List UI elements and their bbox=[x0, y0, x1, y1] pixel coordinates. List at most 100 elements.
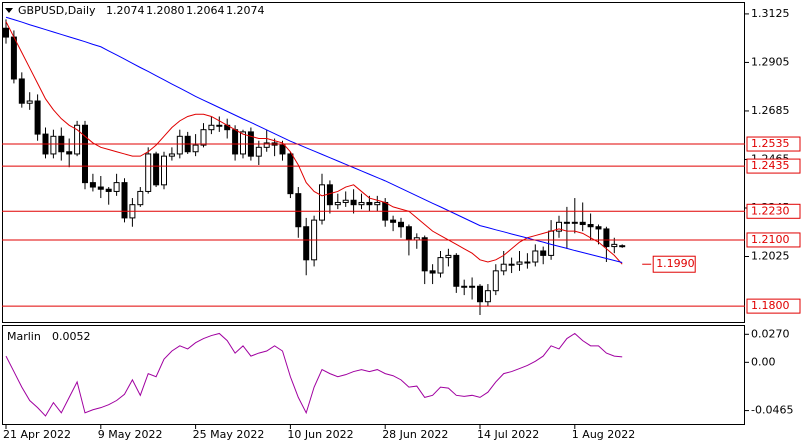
candle-body bbox=[105, 188, 112, 192]
candle-body bbox=[587, 224, 594, 228]
indicator-value: 0.0052 bbox=[52, 330, 91, 343]
x-tick-label: 28 Jun 2022 bbox=[382, 428, 448, 441]
candle-body bbox=[66, 151, 73, 155]
x-tick-label: 14 Jul 2022 bbox=[477, 428, 539, 441]
indicator-pane bbox=[2, 325, 745, 425]
ohlc-high: 1.2080 bbox=[146, 4, 185, 17]
candle-body bbox=[168, 153, 175, 157]
candle-body bbox=[508, 263, 515, 266]
candle-body bbox=[350, 199, 357, 206]
candle-body bbox=[145, 153, 152, 192]
candle-body bbox=[619, 245, 626, 248]
candle-body bbox=[516, 261, 523, 265]
level-label: 1.2230 bbox=[751, 204, 790, 217]
candle-body bbox=[18, 78, 25, 104]
candle-body bbox=[548, 230, 555, 256]
chart-title: GBPUSD,Daily bbox=[18, 4, 96, 17]
candle-body bbox=[326, 184, 333, 206]
candle-body bbox=[571, 221, 578, 224]
candle-body bbox=[255, 146, 262, 157]
candle-body bbox=[603, 228, 610, 248]
candle-body bbox=[121, 182, 128, 219]
candle-body bbox=[74, 124, 81, 155]
candle-body bbox=[26, 100, 33, 104]
candle-body bbox=[500, 263, 507, 272]
candle-body bbox=[192, 144, 199, 153]
y-tick-label: 1.3125 bbox=[751, 7, 790, 20]
candle-body bbox=[429, 270, 436, 274]
candle-body bbox=[89, 182, 96, 188]
moving-average bbox=[5, 16, 623, 263]
candle-body bbox=[366, 201, 373, 206]
candle-body bbox=[405, 226, 412, 241]
candle-body bbox=[153, 153, 160, 186]
candle-body bbox=[421, 237, 428, 272]
candle-body bbox=[556, 221, 562, 232]
annotation-box bbox=[652, 255, 696, 273]
candle-body bbox=[303, 226, 310, 261]
level-label: 1.1800 bbox=[751, 299, 790, 312]
ohlc-close: 1.2074 bbox=[226, 4, 265, 17]
candle-body bbox=[453, 254, 460, 287]
x-tick-label: 9 May 2022 bbox=[98, 428, 163, 441]
candle-body bbox=[532, 250, 539, 263]
candle-body bbox=[477, 285, 483, 303]
level-tag bbox=[746, 136, 801, 152]
candle-body bbox=[295, 193, 302, 228]
candle-body bbox=[540, 250, 547, 256]
y-tick-label: 1.2025 bbox=[751, 250, 790, 263]
candle-body bbox=[50, 135, 57, 155]
candle-body bbox=[342, 199, 349, 203]
indicator-line bbox=[5, 332, 623, 417]
candle-body bbox=[319, 184, 325, 221]
candle-body bbox=[82, 124, 88, 184]
level-tag bbox=[746, 158, 801, 174]
candle-body bbox=[97, 186, 104, 190]
candle-body bbox=[216, 124, 223, 127]
main-pane bbox=[2, 2, 745, 323]
level-tag bbox=[746, 203, 801, 219]
moving-average bbox=[5, 21, 623, 265]
menu-triangle[interactable] bbox=[5, 8, 13, 13]
annotation-label: 1.1990 bbox=[656, 257, 695, 270]
x-tick-label: 21 Apr 2022 bbox=[3, 428, 71, 441]
candle-body bbox=[398, 221, 404, 228]
level-tag bbox=[746, 232, 801, 248]
candle-body bbox=[445, 254, 452, 259]
y-tick-label: -0.0465 bbox=[751, 404, 793, 417]
candle-body bbox=[232, 129, 239, 155]
y-tick-label: 0.0270 bbox=[751, 327, 790, 340]
candle-body bbox=[374, 201, 381, 206]
indicator-title: Marlin bbox=[7, 330, 41, 343]
candle-body bbox=[279, 144, 286, 155]
y-tick-label: 1.2685 bbox=[751, 104, 790, 117]
level-tag bbox=[746, 298, 801, 314]
candle-body bbox=[334, 201, 341, 206]
y-tick-label: 1.2905 bbox=[751, 55, 790, 68]
level-label: 1.2100 bbox=[751, 233, 790, 246]
candle-body bbox=[579, 221, 586, 226]
y-tick-label: 0.00 bbox=[751, 355, 776, 368]
candle-body bbox=[611, 243, 618, 248]
x-tick-label: 1 Aug 2022 bbox=[572, 428, 635, 441]
candle-body bbox=[287, 153, 294, 195]
candle-body bbox=[484, 290, 491, 303]
candle-body bbox=[492, 270, 499, 292]
candle-body bbox=[240, 131, 246, 155]
candle-body bbox=[524, 261, 531, 264]
candle-body bbox=[358, 201, 365, 206]
candle-body bbox=[563, 221, 570, 224]
candle-body bbox=[595, 226, 602, 230]
candle-body bbox=[437, 257, 444, 274]
candle-body bbox=[10, 36, 17, 80]
ohlc-low: 1.2064 bbox=[186, 4, 225, 17]
level-label: 1.2535 bbox=[751, 137, 790, 150]
candle-body bbox=[137, 190, 144, 206]
candle-body bbox=[469, 285, 476, 288]
x-tick-label: 25 May 2022 bbox=[193, 428, 265, 441]
level-label: 1.2435 bbox=[751, 159, 790, 172]
x-tick-label: 10 Jun 2022 bbox=[287, 428, 353, 441]
candle-body bbox=[34, 100, 41, 135]
candle-body bbox=[263, 142, 270, 148]
